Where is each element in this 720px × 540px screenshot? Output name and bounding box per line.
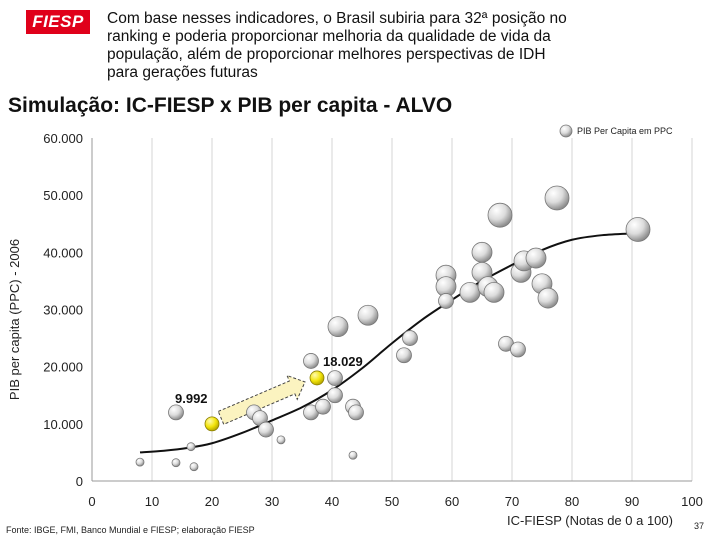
data-point <box>327 387 343 404</box>
data-point <box>327 370 343 387</box>
trend-curve-line <box>139 232 633 454</box>
data-point <box>459 281 481 303</box>
data-point <box>327 316 349 338</box>
source-note: Fonte: IBGE, FMI, Banco Mundial e FIESP;… <box>6 525 255 535</box>
data-point <box>186 442 196 452</box>
x-tick-label: 50 <box>385 494 399 509</box>
x-axis-title: IC-FIESP (Notas de 0 a 100) <box>507 513 673 528</box>
x-tick-label: 0 <box>88 494 95 509</box>
data-point <box>348 404 364 421</box>
fiesp-logo: FIESP <box>26 10 90 34</box>
data-point <box>396 347 412 364</box>
y-axis-title: PIB per capita (PPC) - 2006 <box>7 239 22 400</box>
x-tick-label: 100 <box>681 494 703 509</box>
header-line: para gerações futuras <box>107 64 258 81</box>
highlight-label: 18.029 <box>323 354 363 369</box>
x-tick-label: 90 <box>625 494 639 509</box>
data-point <box>483 281 505 303</box>
highlight-point <box>204 416 220 432</box>
data-point <box>537 287 559 309</box>
x-tick-label: 80 <box>565 494 579 509</box>
data-point <box>510 341 526 358</box>
data-point <box>525 247 547 269</box>
data-point <box>168 404 184 421</box>
y-tick-label: 60.000 <box>43 131 83 146</box>
y-tick-label: 0 <box>76 474 83 489</box>
legend: PIB Per Capita em PPC <box>559 124 673 138</box>
x-tick-label: 40 <box>325 494 339 509</box>
data-point <box>189 462 199 472</box>
labels: 9.992 18.029 <box>175 354 363 406</box>
data-point <box>625 217 651 242</box>
x-tick-label: 70 <box>505 494 519 509</box>
y-tick-label: 20.000 <box>43 360 83 375</box>
highlight-point <box>309 370 325 386</box>
header-text: Com base nesses indicadores, o Brasil su… <box>107 10 707 82</box>
x-tick-label: 10 <box>145 494 159 509</box>
y-tick-label: 30.000 <box>43 303 83 318</box>
x-tick-label: 30 <box>265 494 279 509</box>
data-point <box>438 293 454 309</box>
legend-label: PIB Per Capita em PPC <box>577 126 673 136</box>
x-tick-label: 20 <box>205 494 219 509</box>
data-point <box>471 241 493 263</box>
data-points <box>135 185 651 472</box>
header-line: Com base nesses indicadores, o Brasil su… <box>107 10 567 27</box>
slide-title: Simulação: IC-FIESP x PIB per capita - A… <box>8 94 453 117</box>
data-point <box>258 421 274 438</box>
y-tick-label: 50.000 <box>43 188 83 203</box>
page-number: 37 <box>694 521 705 531</box>
y-tick-label: 10.000 <box>43 417 83 432</box>
data-point <box>402 330 418 346</box>
data-point <box>303 353 319 369</box>
arrow-shape <box>217 374 306 425</box>
axes: 0 10 20 30 40 50 60 70 80 90 100 0 10.000 20.000 30.00… <box>7 131 703 528</box>
data-point <box>315 398 331 415</box>
data-point <box>357 304 379 326</box>
data-point <box>135 457 145 467</box>
grid-lines <box>151 138 693 481</box>
legend-marker <box>559 124 573 138</box>
data-point <box>487 202 513 228</box>
header-line: ranking e poderia proporcionar melhoria … <box>107 28 551 45</box>
highlight-label: 9.992 <box>175 391 208 406</box>
data-point <box>171 458 181 468</box>
data-point <box>276 435 286 445</box>
y-tick-label: 40.000 <box>43 245 83 260</box>
trend-curve <box>139 232 633 454</box>
arrow-annotation <box>217 374 306 425</box>
x-tick-label: 60 <box>445 494 459 509</box>
header-line: população, além de proporcionar melhores… <box>107 46 546 63</box>
data-point <box>544 185 570 211</box>
data-point <box>348 450 358 460</box>
